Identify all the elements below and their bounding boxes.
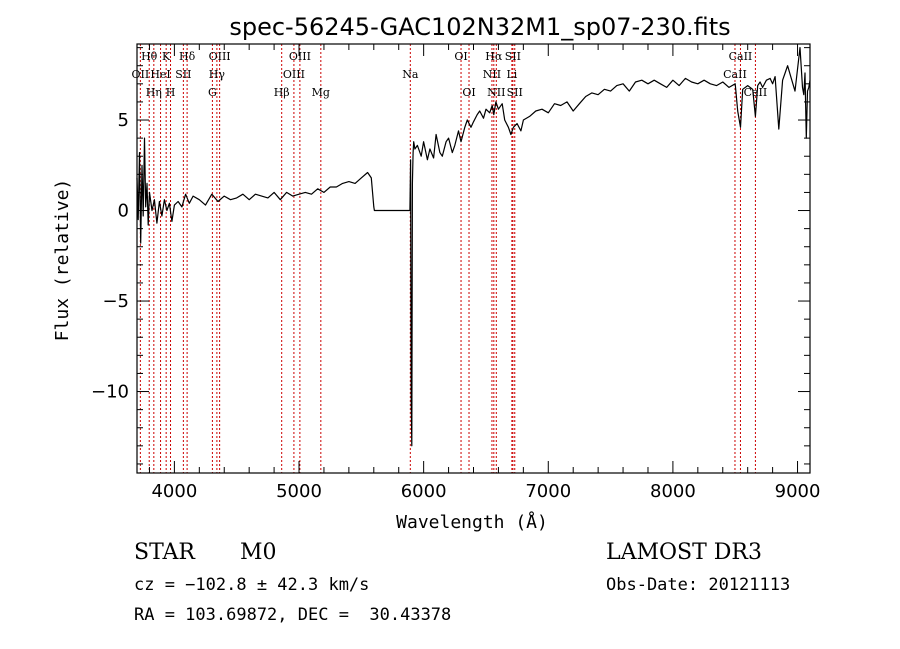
- marker-label-21: Li: [506, 68, 517, 81]
- object-class: STAR: [134, 540, 195, 565]
- y-axis-ticks: 5 0 −5 −10: [91, 47, 810, 465]
- marker-label-9: Hγ: [209, 68, 226, 81]
- marker-label-24: CaII: [723, 68, 747, 81]
- marker-label-7: Hδ: [179, 50, 196, 63]
- x-tick-label-0: 4000: [151, 481, 197, 502]
- object-subclass: M0: [240, 540, 277, 565]
- x-axis-ticks: 4000 5000 6000 7000 8000 9000: [148, 44, 821, 502]
- marker-label-0: OII: [132, 68, 150, 81]
- y-tick-label-1: 0: [118, 201, 129, 222]
- marker-label-25: CaII: [729, 50, 753, 63]
- marker-label-16: OI: [454, 50, 467, 63]
- marker-label-2: Hη: [146, 86, 162, 99]
- marker-label-15: Na: [402, 68, 419, 81]
- plot-frame: [136, 43, 811, 474]
- spectral-line-markers: [139, 44, 756, 473]
- marker-label-1: Hθ: [141, 50, 158, 63]
- marker-label-26: CaII: [744, 86, 768, 99]
- marker-label-19: Hα: [485, 50, 503, 63]
- marker-label-18: NII: [483, 68, 501, 81]
- marker-label-8: G: [208, 86, 217, 99]
- marker-label-4: K: [162, 50, 171, 63]
- y-tick-label-3: −10: [91, 382, 129, 403]
- marker-label-12: OIII: [283, 68, 305, 81]
- x-tick-label-2: 6000: [401, 481, 447, 502]
- marker-label-10: OIII: [209, 50, 231, 63]
- observation-date: Obs-Date: 20121113: [606, 575, 791, 595]
- marker-label-6: SII: [175, 68, 191, 81]
- y-tick-label-0: 5: [118, 110, 129, 131]
- chart-title: spec-56245-GAC102N32M1_sp07-230.fits: [229, 13, 730, 41]
- redshift-velocity: cz = −102.8 ± 42.3 km/s: [134, 575, 370, 595]
- survey-name: LAMOST DR3: [606, 540, 762, 565]
- flux-series-line: [136, 47, 811, 447]
- marker-label-20: NII: [487, 86, 505, 99]
- marker-label-5: H: [166, 86, 176, 99]
- y-axis-label: Flux (relative): [52, 179, 73, 342]
- x-axis-label: Wavelength (Å): [396, 511, 548, 533]
- x-tick-label-4: 8000: [650, 481, 696, 502]
- marker-label-3: HeI: [150, 68, 170, 81]
- marker-label-23: SII: [507, 86, 523, 99]
- marker-label-17: OI: [462, 86, 475, 99]
- spectral-line-labels: OII Hθ Hη HeI K H SII Hδ G Hγ OIII Hβ OIII OIII Mg Na OI…: [132, 50, 768, 99]
- x-tick-label-3: 7000: [525, 481, 571, 502]
- marker-label-22: SII: [505, 50, 521, 63]
- x-tick-label-1: 5000: [276, 481, 322, 502]
- y-tick-label-2: −5: [102, 291, 129, 312]
- sky-coordinates: RA = 103.69872, DEC = 30.43378: [134, 605, 452, 625]
- x-tick-label-5: 9000: [775, 481, 821, 502]
- marker-label-11: Hβ: [274, 86, 290, 99]
- marker-label-13: OIII: [289, 50, 311, 63]
- marker-label-14: Mg: [312, 86, 330, 99]
